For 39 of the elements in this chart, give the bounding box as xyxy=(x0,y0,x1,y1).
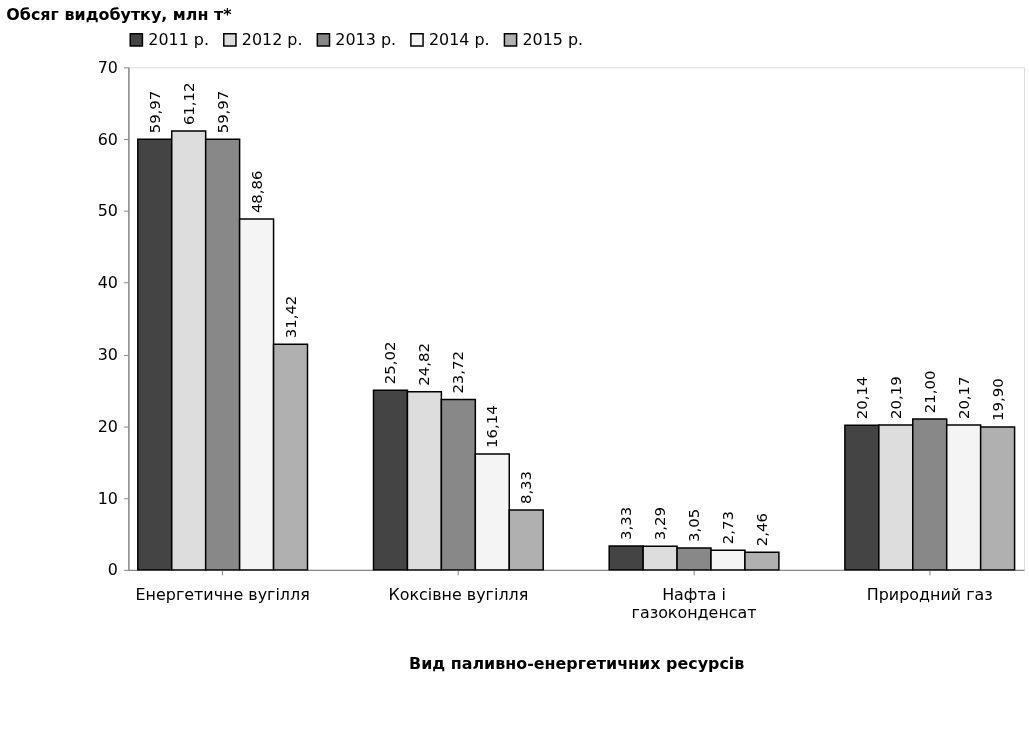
data-label: 59,97 xyxy=(145,90,164,134)
x-tick-label: Енергетичне вугілля xyxy=(135,585,310,605)
data-label: 2,73 xyxy=(718,511,737,545)
y-axis-title: Обсяг видобутку, млн т* xyxy=(6,5,232,25)
x-axis-title: Вид паливно-енергетичних ресурсів xyxy=(409,653,745,673)
data-label: 21,00 xyxy=(920,370,939,414)
legend-label: 2015 р. xyxy=(522,29,584,49)
data-label: 3,29 xyxy=(651,507,670,541)
y-tick-label: 30 xyxy=(97,344,118,364)
data-label: 16,14 xyxy=(483,405,502,449)
data-label: 61,12 xyxy=(179,82,198,126)
data-label: 20,19 xyxy=(886,376,905,419)
legend-label: 2012 р. xyxy=(241,29,303,49)
y-tick-label: 50 xyxy=(97,201,118,221)
data-label: 31,42 xyxy=(281,295,300,339)
data-label: 25,02 xyxy=(381,341,400,385)
data-label: 19,90 xyxy=(988,378,1007,422)
data-label: 2,46 xyxy=(752,513,771,547)
y-tick-label: 60 xyxy=(97,129,118,149)
y-tick-label: 70 xyxy=(97,57,118,77)
data-label: 59,97 xyxy=(213,90,232,134)
data-label: 20,14 xyxy=(852,376,871,420)
data-label: 20,17 xyxy=(954,376,973,420)
data-label: 23,72 xyxy=(449,350,468,394)
y-tick-label: 0 xyxy=(107,560,118,580)
data-label: 3,05 xyxy=(685,508,704,543)
y-tick-label: 20 xyxy=(97,416,118,436)
data-label: 3,33 xyxy=(617,506,636,540)
x-tick-label: Коксівне вугілля xyxy=(388,585,529,605)
y-tick-label: 40 xyxy=(97,273,118,293)
data-label: 8,33 xyxy=(517,470,536,505)
x-tick-label: Нафта і газоконденсат xyxy=(631,585,757,623)
legend-label: 2014 р. xyxy=(428,29,490,49)
data-label: 48,86 xyxy=(247,170,266,214)
data-label: 24,82 xyxy=(415,343,434,386)
x-tick-label: Природний газ xyxy=(866,585,993,605)
legend-label: 2013 р. xyxy=(335,29,397,49)
y-tick-label: 10 xyxy=(97,488,118,508)
legend-label: 2011 р. xyxy=(148,29,209,49)
